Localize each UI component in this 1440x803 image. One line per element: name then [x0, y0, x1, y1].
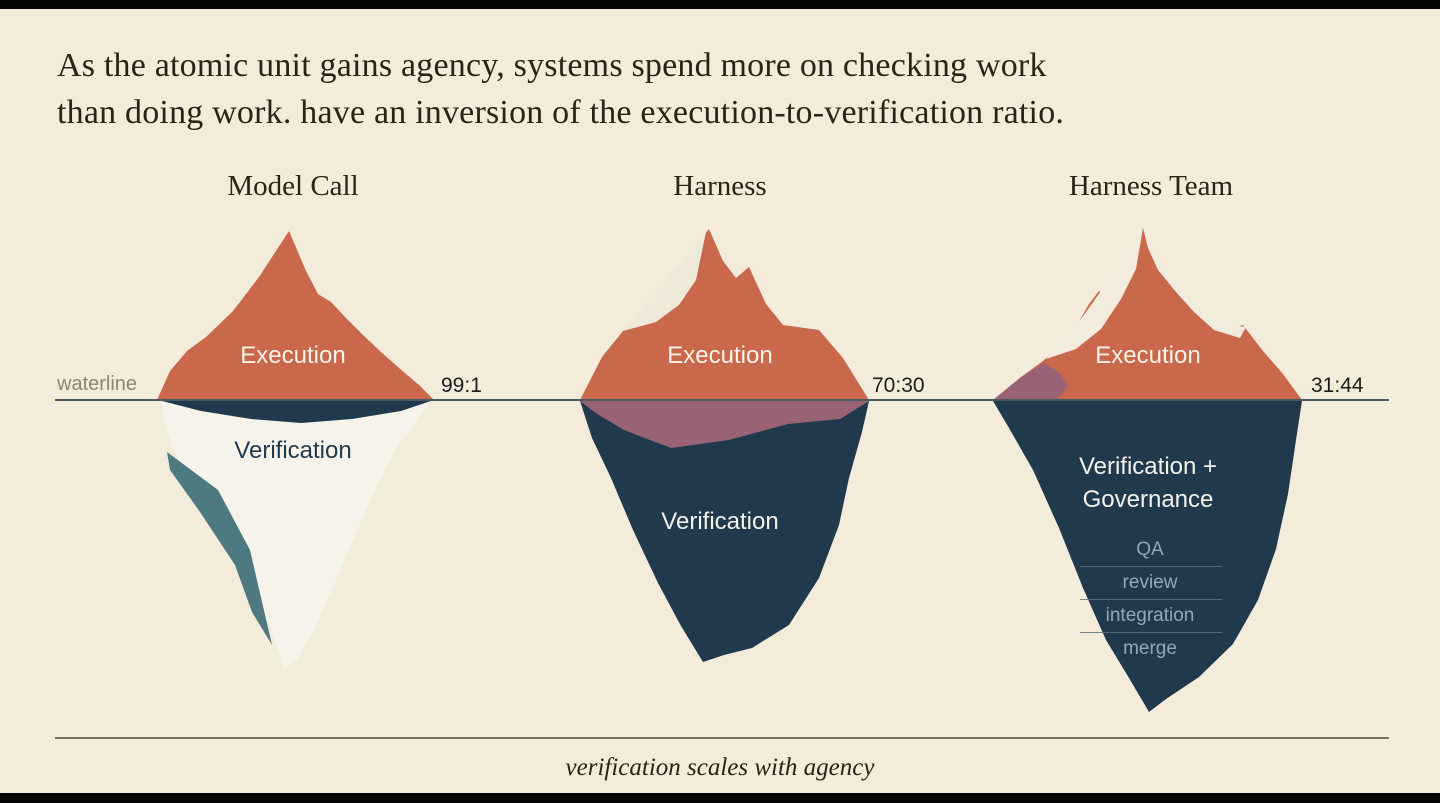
iceberg-3-above-water — [993, 228, 1302, 400]
footer-caption: verification scales with agency — [565, 754, 875, 781]
iceberg-3-verification-label: Verification + Governance — [1078, 453, 1218, 513]
iceberg-1-underwater-ice — [162, 401, 431, 668]
iceberg-3-execution-label: Execution — [1095, 342, 1201, 369]
iceberg-3-ratio: 31:44 — [1311, 374, 1364, 397]
letterbox-bottom — [0, 793, 1440, 803]
iceberg-3-sublabel-merge: merge — [1123, 638, 1177, 659]
iceberg-1-waterline-shadow — [162, 401, 431, 423]
iceberg-1-above-water — [157, 231, 434, 400]
iceberg-3-divider-3 — [1080, 632, 1222, 633]
iceberg-3-mauve-facet — [993, 363, 1068, 401]
title-line-1: As the atomic unit gains agency, systems… — [57, 47, 1047, 84]
iceberg-3-sublabel-qa: QA — [1136, 539, 1164, 560]
iceberg-3-sublabel-integration: integration — [1105, 605, 1195, 626]
iceberg-2-heading: Harness — [673, 170, 767, 202]
iceberg-2-verification-label: Verification — [661, 508, 779, 535]
letterbox-top — [0, 0, 1440, 9]
iceberg-2-snow-facet — [623, 232, 706, 331]
iceberg-1-ratio: 99:1 — [441, 374, 482, 397]
iceberg-3-divider-2 — [1080, 599, 1222, 600]
iceberg-2-underwater-ice — [580, 401, 869, 662]
iceberg-2-execution-label: Execution — [667, 342, 773, 369]
waterline-rule — [55, 399, 1389, 401]
iceberg-3-snow-facet-left — [1046, 228, 1143, 359]
iceberg-1-teal-facet — [167, 452, 272, 645]
iceberg-3-heading: Harness Team — [1068, 170, 1234, 202]
iceberg-3-snow-facet-right — [1143, 228, 1246, 338]
footer-rule — [55, 737, 1389, 739]
waterline-label: waterline — [57, 373, 138, 395]
iceberg-3-divider-1 — [1080, 566, 1222, 567]
iceberg-1-heading: Model Call — [227, 170, 359, 202]
iceberg-2-above-water — [580, 229, 869, 400]
page-title: As the atomic unit gains agency, systems… — [57, 42, 1064, 136]
title-line-2: than doing work. have an inversion of th… — [57, 94, 1065, 131]
iceberg-3-underwater-ice — [993, 401, 1302, 712]
iceberg-3-sublabel-review: review — [1122, 572, 1178, 593]
iceberg-1-execution-label: Execution — [240, 342, 346, 369]
iceberg-2-mauve-band — [580, 401, 869, 448]
iceberg-1-verification-label: Verification — [234, 437, 352, 464]
iceberg-2-ratio: 70:30 — [872, 374, 925, 397]
